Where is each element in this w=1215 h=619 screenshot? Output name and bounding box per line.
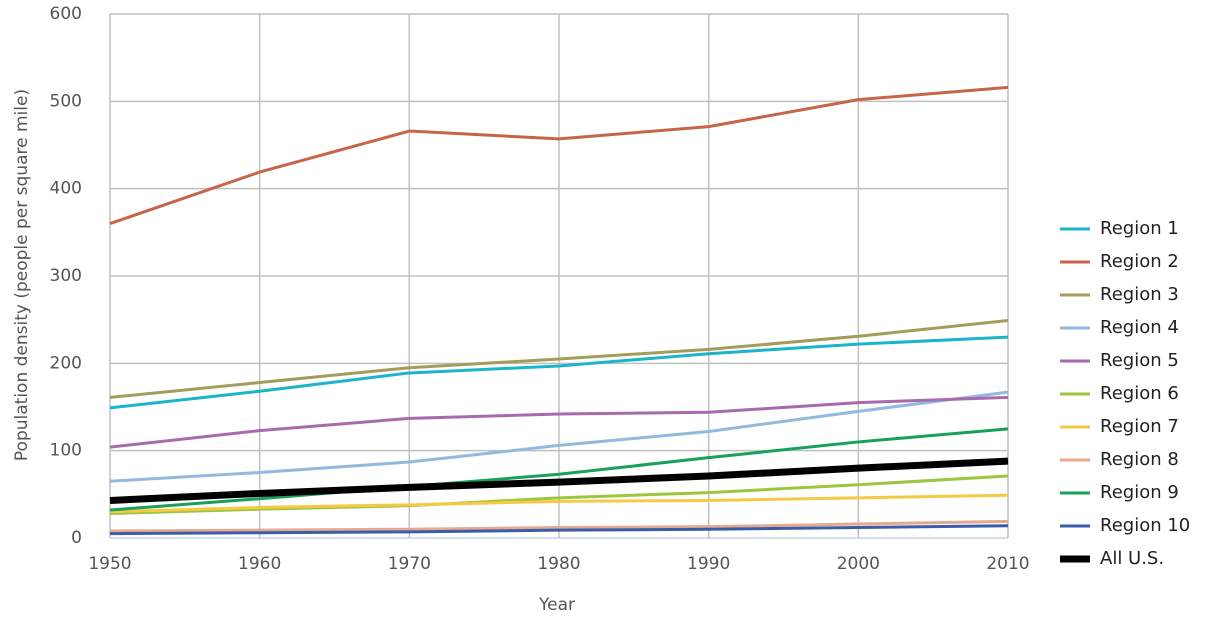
legend-label: Region 2 [1100, 251, 1179, 272]
x-tick-label: 1960 [238, 554, 281, 574]
x-tick-label: 2010 [986, 554, 1029, 574]
legend-label: Region 10 [1100, 515, 1190, 536]
legend-label: Region 1 [1100, 218, 1179, 239]
x-tick-label: 2000 [837, 554, 880, 574]
y-tick-label: 200 [50, 353, 82, 373]
legend-label: Region 7 [1100, 416, 1179, 437]
x-axis-title: Year [538, 595, 575, 615]
line [109, 519, 1009, 533]
y-tick-label: 300 [50, 266, 82, 286]
line [109, 427, 1009, 512]
x-tick-label: 1970 [388, 554, 431, 574]
legend-label: Region 5 [1100, 350, 1179, 371]
line [109, 474, 1009, 516]
legend-label: Region 3 [1100, 284, 1179, 305]
x-tick-label: 1950 [88, 554, 131, 574]
legend-label: Region 4 [1100, 317, 1179, 338]
y-tick-label: 500 [50, 91, 82, 111]
line [109, 319, 1009, 399]
legend-label: Region 8 [1100, 449, 1179, 470]
y-axis-title: Population density (people per square mi… [12, 89, 32, 461]
x-tick-label: 1990 [687, 554, 730, 574]
line [109, 395, 1009, 449]
y-tick-label: 600 [50, 4, 82, 24]
line [109, 390, 1009, 483]
line [109, 493, 1009, 514]
line [109, 335, 1009, 410]
legend-label: Region 6 [1100, 383, 1179, 404]
x-tick-label: 1980 [537, 554, 580, 574]
line [109, 85, 1009, 226]
legend-label: Region 9 [1100, 482, 1179, 503]
y-tick-label: 100 [50, 441, 82, 461]
y-tick-label: 0 [71, 528, 82, 548]
line [109, 457, 1009, 504]
line [109, 524, 1009, 536]
y-tick-label: 400 [50, 179, 82, 199]
legend-label: All U.S. [1100, 548, 1164, 569]
